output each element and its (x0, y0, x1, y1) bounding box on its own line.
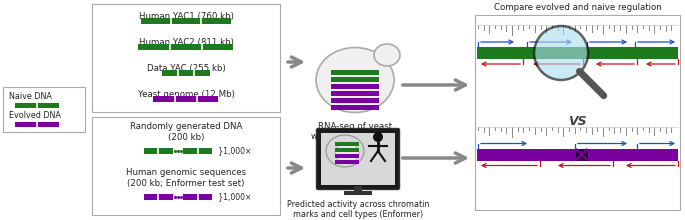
Bar (335, 154, 359, 158)
Bar (3, 87, 85, 132)
Text: Human genomic sequences: Human genomic sequences (126, 168, 246, 177)
Bar (331, 98, 379, 103)
Bar (184, 194, 212, 200)
Bar (331, 105, 379, 110)
Text: marks and cell types (Enformer): marks and cell types (Enformer) (293, 210, 423, 219)
Text: Human YAC2 (811 kb): Human YAC2 (811 kb) (138, 38, 234, 47)
Text: }1,000×: }1,000× (216, 192, 251, 202)
Text: Yeast genome (12 Mb): Yeast genome (12 Mb) (138, 90, 234, 99)
Bar (184, 148, 212, 154)
Bar (331, 70, 379, 75)
Bar (331, 77, 379, 82)
Bar (331, 91, 379, 96)
Text: with exogenous YAC: with exogenous YAC (312, 132, 399, 141)
Bar (15, 121, 59, 126)
Bar (92, 4, 280, 112)
Text: RNA-seq of yeast: RNA-seq of yeast (318, 122, 392, 131)
Bar (138, 44, 234, 50)
Bar (335, 160, 359, 164)
Ellipse shape (374, 44, 400, 66)
Bar (162, 70, 210, 76)
Bar (153, 96, 219, 102)
Bar (331, 84, 379, 89)
Text: (200 kb; Enformer test set): (200 kb; Enformer test set) (127, 179, 245, 188)
Bar (141, 18, 231, 24)
Text: Human YAC1 (760 kb): Human YAC1 (760 kb) (138, 12, 234, 21)
Text: Randomly generated DNA: Randomly generated DNA (130, 122, 242, 131)
Text: (200 kb): (200 kb) (168, 133, 204, 142)
Text: Naive DNA: Naive DNA (9, 92, 52, 101)
Text: Data YAC (255 kb): Data YAC (255 kb) (147, 64, 225, 73)
Bar (475, 15, 680, 210)
Bar (92, 117, 280, 215)
Ellipse shape (316, 48, 394, 112)
Text: Predicted activity across chromatin: Predicted activity across chromatin (287, 200, 429, 209)
Bar (335, 148, 359, 152)
Text: Evolved DNA: Evolved DNA (9, 111, 61, 120)
Bar (321, 133, 395, 185)
Bar (477, 47, 678, 59)
Bar (144, 148, 173, 154)
Bar (344, 191, 372, 195)
Bar (15, 103, 59, 108)
Text: VS: VS (568, 114, 587, 128)
Bar (144, 194, 173, 200)
Bar (354, 186, 362, 191)
Bar (575, 148, 588, 161)
Bar (335, 142, 359, 146)
Circle shape (373, 132, 383, 142)
Bar (477, 148, 678, 161)
Text: }1,000×: }1,000× (216, 147, 251, 156)
Circle shape (534, 26, 588, 80)
Text: Compare evolved and naive regulation: Compare evolved and naive regulation (494, 3, 662, 12)
FancyBboxPatch shape (316, 128, 399, 189)
Ellipse shape (335, 143, 359, 163)
